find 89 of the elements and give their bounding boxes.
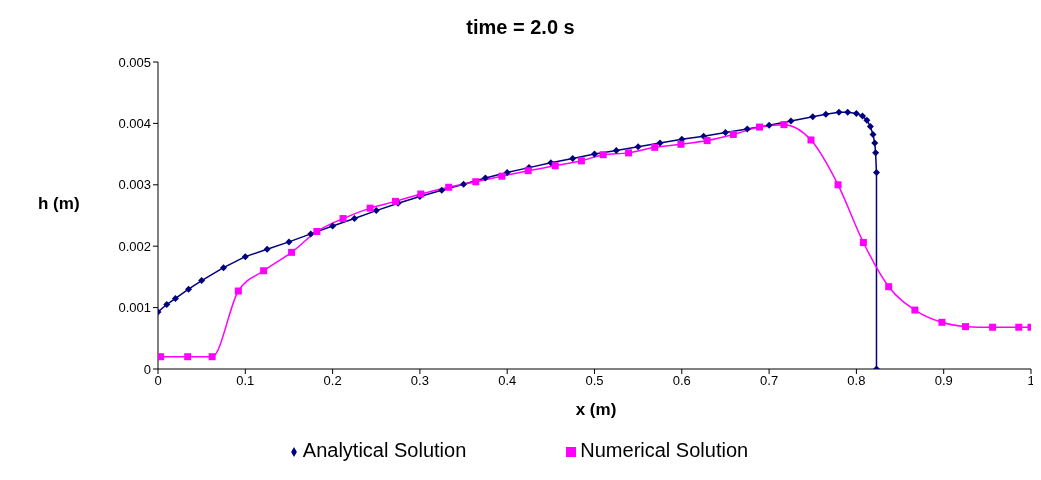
- x-tick-label: 0.3: [410, 373, 429, 389]
- x-tick-label: 0.1: [236, 373, 255, 389]
- point: [859, 112, 867, 120]
- point: [445, 183, 453, 191]
- point: [551, 162, 559, 170]
- point: [498, 172, 506, 180]
- point: [208, 353, 216, 361]
- point: [765, 121, 773, 129]
- y-axis-title: h (m): [38, 194, 80, 214]
- point: [185, 285, 193, 293]
- point: [1015, 323, 1023, 331]
- point: [756, 123, 763, 131]
- point: [656, 139, 664, 147]
- point: [472, 178, 480, 186]
- y-tick-label: 0.004: [118, 116, 151, 132]
- x-axis-title: x (m): [574, 400, 618, 420]
- point: [677, 140, 685, 148]
- point: [872, 149, 880, 157]
- point: [219, 264, 227, 272]
- point: [158, 353, 165, 361]
- point: [350, 215, 358, 223]
- y-tick-label: 0.003: [118, 177, 151, 193]
- x-tick-label: 0.4: [498, 373, 517, 389]
- point: [329, 222, 337, 230]
- y-tick-label: 0.005: [118, 54, 151, 70]
- point: [372, 207, 380, 215]
- point: [721, 129, 729, 137]
- x-tick-label: 0.6: [672, 373, 691, 389]
- point: [234, 287, 242, 295]
- point: [989, 323, 997, 331]
- point: [612, 146, 620, 154]
- point: [599, 151, 607, 159]
- point: [863, 116, 871, 124]
- point: [885, 283, 893, 291]
- point: [844, 108, 852, 116]
- x-tick-label: 0.2: [323, 373, 342, 389]
- point: [859, 239, 867, 247]
- point: [729, 130, 737, 138]
- x-tick-label: 0: [154, 373, 162, 389]
- point: [263, 245, 271, 253]
- point: [503, 169, 511, 177]
- point: [241, 253, 249, 261]
- point: [787, 117, 795, 125]
- point: [835, 108, 843, 116]
- point: [871, 139, 879, 147]
- x-tick-label: 0.8: [847, 373, 866, 389]
- point: [366, 204, 374, 212]
- point: [569, 154, 577, 162]
- point: [852, 110, 860, 118]
- point: [872, 169, 880, 177]
- point: [807, 136, 815, 144]
- y-tick-label: 0: [143, 361, 151, 377]
- point: [962, 323, 970, 331]
- point: [288, 248, 296, 256]
- legend-label: Numerical Solution: [580, 439, 749, 461]
- point: [163, 301, 171, 309]
- point: [171, 294, 179, 302]
- point: [703, 137, 711, 145]
- point: [651, 143, 659, 151]
- point: [938, 318, 946, 326]
- legend-label: Analytical Solution: [302, 439, 467, 461]
- point: [339, 215, 347, 223]
- point: [198, 277, 206, 285]
- point: [184, 353, 192, 361]
- point: [866, 122, 874, 130]
- point: [313, 227, 321, 235]
- point: [780, 121, 788, 129]
- point: [809, 113, 817, 121]
- x-tick-label: 0.7: [760, 373, 779, 389]
- point: [634, 143, 642, 151]
- y-tick-label: 0.002: [118, 238, 151, 254]
- x-tick-label: 0.5: [585, 373, 604, 389]
- point: [577, 157, 585, 165]
- point: [591, 150, 598, 158]
- y-tick-label: 0.001: [118, 300, 151, 316]
- point: [260, 267, 268, 275]
- point: [834, 181, 842, 189]
- point: [869, 130, 877, 138]
- point: [911, 306, 919, 314]
- point: [438, 186, 446, 194]
- x-tick-label: 0.9: [934, 373, 953, 389]
- point: [460, 180, 468, 188]
- point: [822, 110, 830, 118]
- point: [625, 149, 633, 157]
- point: [743, 125, 751, 133]
- chart-title: time = 2.0 s: [465, 16, 576, 39]
- point: [285, 238, 293, 246]
- point: [307, 230, 315, 238]
- point: [481, 174, 489, 182]
